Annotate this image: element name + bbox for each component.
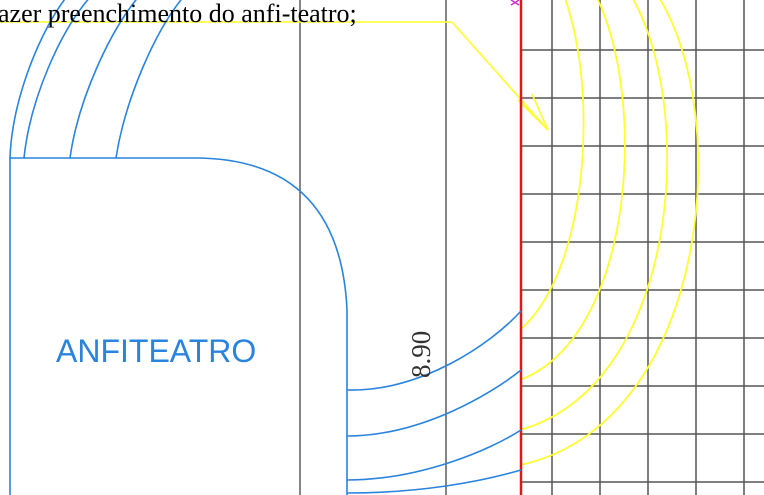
seating-curve <box>346 469 522 494</box>
seating-curve <box>69 0 138 159</box>
yellow-arcs <box>519 0 700 466</box>
annotation-text: azer preenchimento do anfi-teatro; <box>0 0 357 28</box>
room-label: ANFITEATRO <box>56 333 256 369</box>
stage-outline <box>9 157 348 495</box>
leader-line <box>451 21 549 131</box>
seating-curve <box>9 0 66 159</box>
grid <box>522 0 764 495</box>
amphitheatre-outline <box>9 0 522 495</box>
yellow-arc <box>519 0 669 431</box>
seating-curve <box>23 0 89 159</box>
seating-curve <box>346 369 522 437</box>
leader-arrow <box>451 21 549 131</box>
seating-curve <box>346 310 522 391</box>
yellow-arc <box>519 0 585 331</box>
dimension-label: 8.90 <box>406 331 436 378</box>
yellow-arc <box>519 0 626 381</box>
seating-curve <box>115 0 183 159</box>
yellow-arc <box>519 0 700 466</box>
leader-arrowhead <box>517 93 549 131</box>
magenta-marker <box>510 0 520 6</box>
reference-lines <box>299 0 447 495</box>
seating-curve <box>346 429 522 481</box>
